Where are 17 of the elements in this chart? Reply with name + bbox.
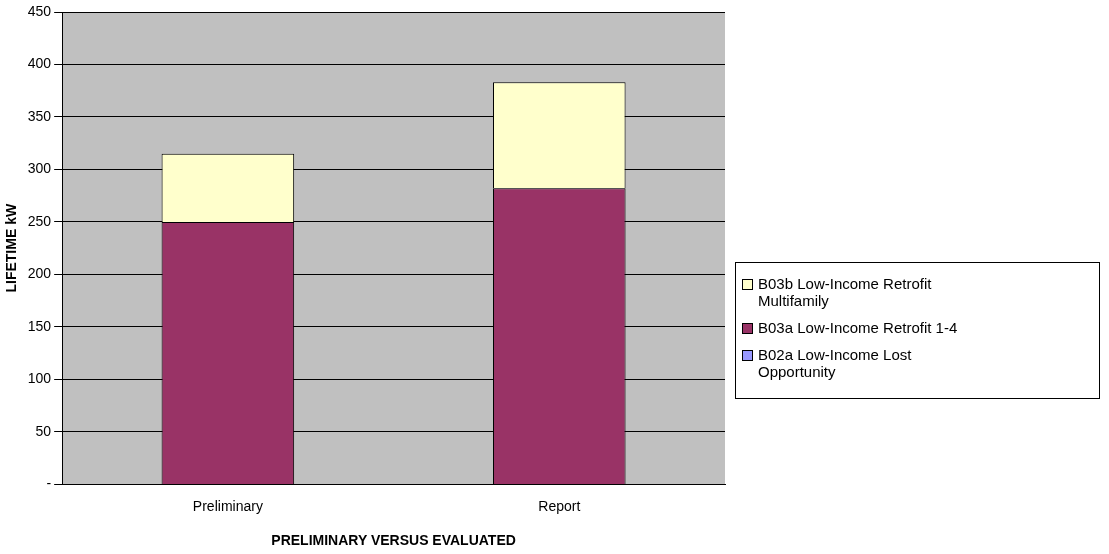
y-tick-label: 450 bbox=[27, 2, 52, 19]
y-tick-label: 50 bbox=[35, 422, 52, 439]
x-tick-label: Report bbox=[538, 497, 581, 514]
y-tick-label: - bbox=[46, 475, 52, 492]
legend-label: B03b Low-Income Retrofit Multifamily bbox=[758, 275, 933, 309]
y-tick-label: 400 bbox=[27, 55, 52, 72]
legend-label: B02a Low-Income Lost Opportunity bbox=[758, 346, 913, 380]
y-tick-label: 350 bbox=[27, 107, 52, 124]
y-tick-label: 150 bbox=[27, 317, 52, 334]
x-axis-title: PRELIMINARY VERSUS EVALUATED bbox=[271, 532, 516, 549]
y-tick-label: 250 bbox=[27, 212, 52, 229]
y-tick-label: 200 bbox=[27, 265, 52, 282]
legend-label: B03a Low-Income Retrofit 1-4 bbox=[758, 319, 959, 336]
y-axis-title: LIFETIME kW bbox=[3, 203, 20, 293]
y-tick-label: 300 bbox=[27, 160, 52, 177]
y-tick-label: 100 bbox=[27, 370, 52, 387]
x-tick-label: Preliminary bbox=[192, 497, 263, 514]
